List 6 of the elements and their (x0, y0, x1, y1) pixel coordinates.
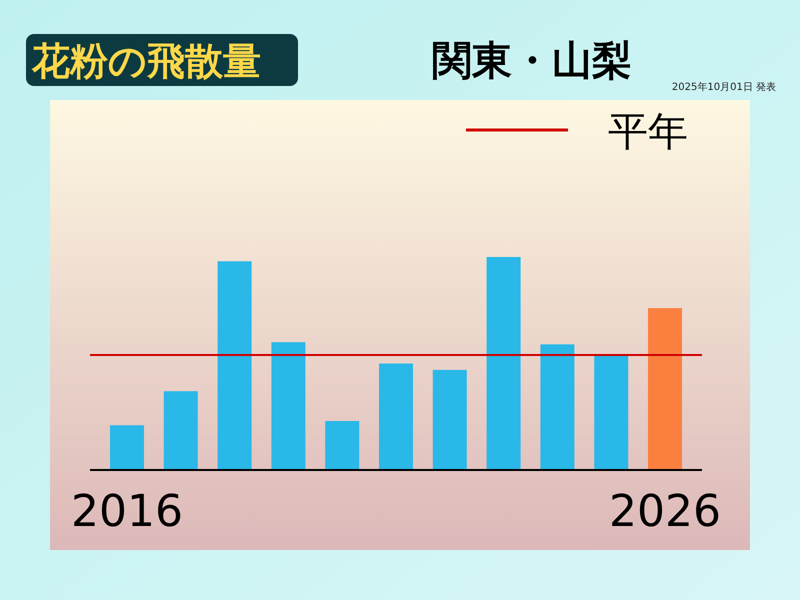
chart-title: 花粉の飛散量 (31, 39, 261, 83)
legend-label: 平年 (608, 109, 688, 155)
text: 2025年10月01日 発表 (672, 81, 776, 93)
x-tick-label: 2016 (71, 486, 183, 537)
x-tick-label: 2026 (609, 486, 721, 537)
chart-subtitle: 関東・山梨 (432, 38, 632, 84)
